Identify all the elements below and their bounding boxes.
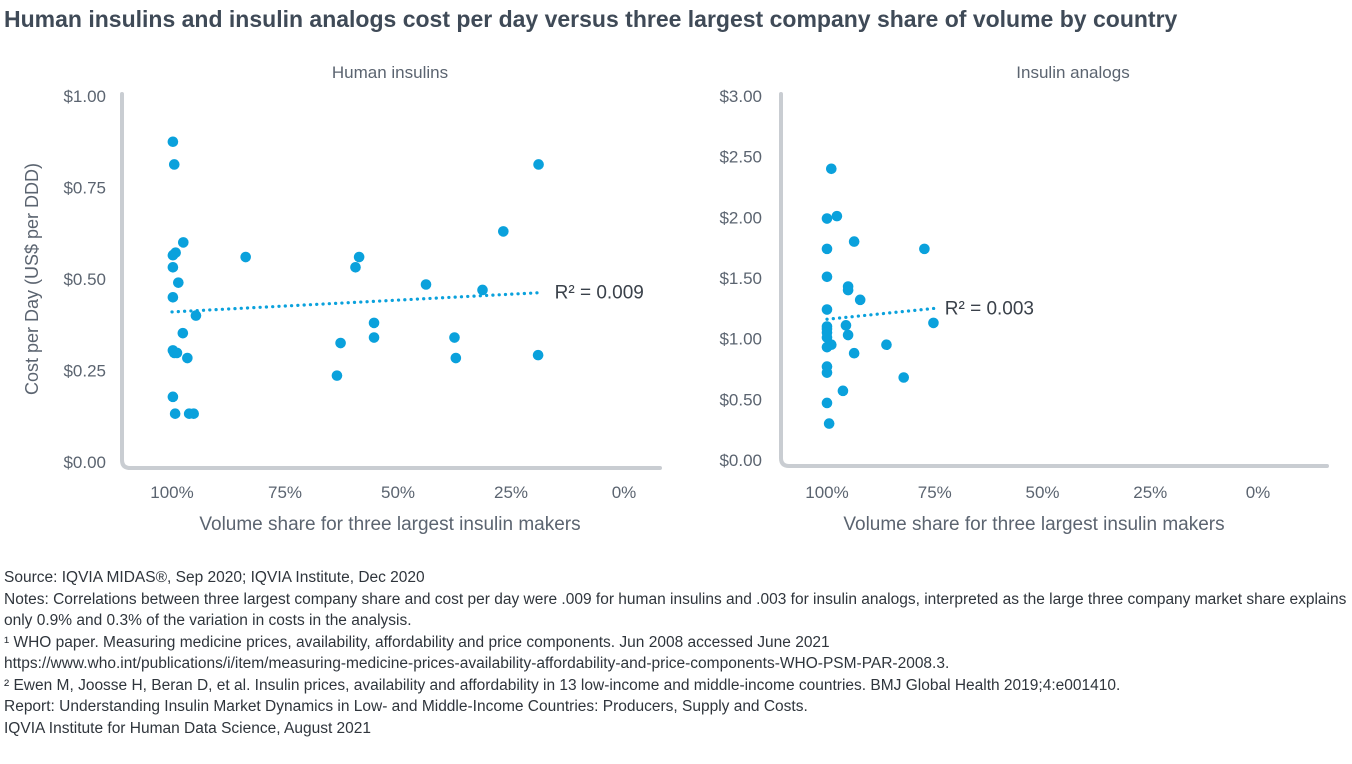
data-point [450, 352, 462, 364]
data-point [821, 367, 833, 378]
footnotes: Source: IQVIA MIDAS®, Sep 2020; IQVIA In… [4, 567, 1348, 739]
y-tick-label: $1.00 [719, 330, 762, 349]
x-tick-label: 100% [805, 483, 848, 502]
y-tick-label: $3.00 [719, 87, 762, 106]
panel-title: Insulin analogs [1016, 63, 1129, 82]
data-point [169, 408, 181, 419]
y-tick-label: $0.50 [719, 390, 762, 409]
data-point [848, 236, 860, 247]
reference-1-line-1: ¹ WHO paper. Measuring medicine prices, … [4, 633, 830, 651]
r-squared-label: R² = 0.009 [555, 283, 644, 304]
x-tick-label: 25% [494, 483, 528, 502]
y-tick-label: $2.50 [719, 148, 762, 167]
y-tick-label: $0.00 [63, 453, 106, 472]
data-point [881, 339, 892, 351]
data-point [821, 397, 833, 409]
data-point [182, 352, 193, 364]
data-point [188, 408, 199, 419]
trendline [170, 290, 545, 314]
data-point [842, 329, 854, 341]
data-point [167, 391, 179, 403]
data-point [837, 385, 849, 397]
data-point [821, 304, 833, 315]
x-tick-label: 25% [1133, 483, 1167, 502]
data-point [821, 213, 833, 224]
data-point [167, 292, 179, 303]
data-point [821, 271, 833, 283]
data-point [821, 341, 833, 353]
data-point [842, 284, 854, 296]
data-point [173, 277, 184, 288]
x-tick-label: 50% [381, 483, 415, 502]
data-point [826, 163, 837, 175]
institute-credit: IQVIA Institute for Human Data Science, … [4, 719, 372, 737]
data-point [831, 210, 843, 222]
axis-frame [120, 92, 662, 470]
x-axis-title: Volume share for three largest insulin m… [843, 514, 1224, 535]
trendline [825, 306, 937, 321]
data-point [167, 261, 179, 273]
y-tick-label: $0.00 [719, 451, 762, 470]
reference-2: ² Ewen M, Joosse H, Beran D, et al. Insu… [4, 676, 1121, 694]
y-tick-label: $2.00 [719, 208, 762, 227]
reference-1-line-2: https://www.who.int/publications/i/item/… [4, 655, 950, 672]
data-point [449, 332, 460, 343]
y-tick-label: $0.75 [63, 179, 106, 198]
source-note: Source: IQVIA MIDAS®, Sep 2020; IQVIA In… [4, 569, 425, 586]
data-point [171, 347, 183, 359]
y-tick-label: $1.00 [63, 87, 106, 106]
data-point [368, 317, 380, 329]
data-point [190, 310, 202, 321]
data-point [177, 327, 189, 339]
data-point [532, 349, 544, 361]
data-point [420, 279, 432, 290]
data-point [353, 251, 365, 263]
charts-canvas: Human insulins $0.00 $0.25 $0.50 $0.75 $1.00 1… [22, 63, 1329, 535]
r-squared-label: R² = 0.003 [945, 298, 1034, 319]
notes-text: Notes: Correlations between three larges… [4, 590, 1347, 630]
page-title: Human insulins and insulin analogs cost … [4, 6, 1178, 32]
y-axis-title: Cost per Day (US$ per DDD) [22, 163, 42, 395]
data-point [854, 294, 866, 306]
panel-title: Human insulins [332, 63, 448, 82]
data-point [331, 370, 343, 381]
data-point [848, 347, 860, 359]
data-point [533, 159, 544, 170]
data-point [498, 226, 509, 237]
data-point [167, 136, 179, 148]
data-point [350, 261, 361, 273]
scatter-chart-2: Insulin analogs $0.00 $0.50 $1.00 $1.50 $2.00… [719, 63, 1329, 535]
data-point [898, 372, 910, 383]
report-title: Report: Understanding Insulin Market Dyn… [4, 698, 808, 715]
data-point [840, 320, 852, 331]
y-tick-label: $1.50 [719, 269, 762, 288]
data-point [240, 251, 251, 263]
data-point [919, 243, 930, 255]
data-point [170, 247, 181, 258]
data-point [477, 284, 488, 296]
x-tick-label: 0% [612, 483, 637, 502]
data-point [928, 317, 939, 329]
data-point [823, 418, 835, 429]
data-point [168, 159, 180, 170]
x-tick-label: 0% [1246, 483, 1271, 502]
x-axis-title: Volume share for three largest insulin m… [199, 514, 580, 535]
axis-frame [779, 92, 1329, 468]
y-tick-label: $0.25 [63, 362, 106, 381]
data-point [335, 337, 346, 349]
x-tick-label: 75% [268, 483, 302, 502]
data-point [368, 332, 380, 343]
x-tick-label: 75% [918, 483, 952, 502]
data-point [821, 243, 833, 255]
data-point [178, 237, 189, 248]
x-tick-label: 50% [1025, 483, 1059, 502]
scatter-chart-1: Human insulins $0.00 $0.25 $0.50 $0.75 $1.00 1… [22, 63, 662, 535]
y-tick-label: $0.50 [63, 270, 106, 289]
x-tick-label: 100% [150, 483, 193, 502]
